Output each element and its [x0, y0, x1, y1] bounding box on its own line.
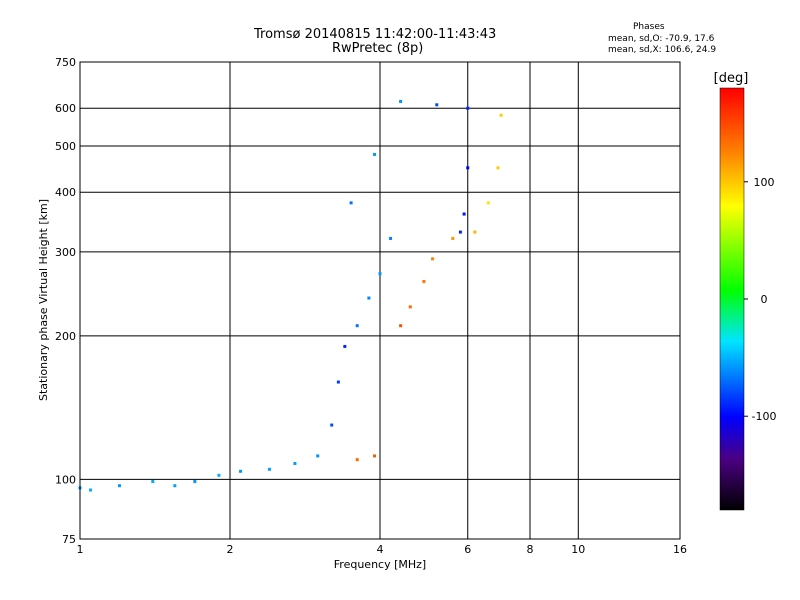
data-point	[193, 479, 197, 483]
data-point	[458, 230, 462, 234]
colorbar-tick-label: -100	[752, 410, 777, 423]
colorbar-tick-label: 0	[761, 293, 768, 306]
x-axis-ticks: 1 2 4 6 8 10 16	[77, 543, 688, 556]
data-point	[349, 201, 353, 205]
chart-title: Tromsø 20140815 11:42:00-11:43:43	[254, 27, 497, 42]
plot-frame	[79, 61, 681, 540]
y-tick-label: 100	[55, 473, 76, 486]
data-point	[343, 344, 347, 348]
data-point	[373, 152, 377, 156]
grid-layer	[80, 62, 680, 539]
colorbar	[719, 87, 745, 511]
data-point	[336, 380, 340, 384]
y-tick-label: 600	[55, 102, 76, 115]
colorbar-label: [deg]	[714, 71, 749, 86]
x-tick-label: 10	[571, 543, 585, 556]
data-point	[330, 423, 334, 427]
y-tick-label: 75	[62, 533, 76, 546]
y-tick-label: 750	[55, 56, 76, 69]
chart-subtitle: RwPretec (8p)	[332, 41, 424, 56]
data-point	[293, 461, 297, 465]
x-tick-label: 6	[464, 543, 471, 556]
data-point	[355, 458, 359, 462]
data-point	[486, 201, 490, 205]
y-tick-label: 400	[55, 186, 76, 199]
x-tick-label: 8	[527, 543, 534, 556]
y-axis-label: Stationary phase Virtual Height [km]	[37, 199, 50, 401]
data-point	[389, 236, 393, 240]
data-point	[499, 113, 503, 117]
data-point	[451, 236, 455, 240]
x-tick-label: 4	[377, 543, 384, 556]
data-point	[399, 324, 403, 328]
data-point	[466, 166, 470, 170]
data-point	[151, 479, 155, 483]
y-tick-label: 200	[55, 330, 76, 343]
data-point	[378, 272, 382, 276]
data-point	[267, 467, 271, 471]
x-tick-label: 16	[673, 543, 687, 556]
data-point	[117, 484, 121, 488]
data-point	[173, 484, 177, 488]
data-point	[217, 473, 221, 477]
colorbar-tick-label: 100	[754, 176, 775, 189]
x-axis-label: Frequency [MHz]	[334, 558, 426, 571]
data-point	[435, 103, 439, 107]
data-point	[399, 99, 403, 103]
data-point	[473, 230, 477, 234]
y-tick-label: 300	[55, 246, 76, 259]
data-point	[367, 296, 371, 300]
data-point	[316, 454, 320, 458]
data-point	[496, 166, 500, 170]
data-point	[373, 454, 377, 458]
data-point	[466, 106, 470, 110]
data-point	[239, 469, 243, 473]
data-point	[89, 488, 93, 492]
data-points-layer	[78, 99, 503, 492]
y-axis-ticks: 75 100 200 300 400 500 600 750	[55, 56, 76, 546]
phases-box-title: Phases	[633, 22, 665, 32]
data-point	[462, 212, 466, 216]
data-point	[408, 305, 412, 309]
y-tick-label: 500	[55, 140, 76, 153]
phases-x-stats: mean, sd,X: 106.6, 24.9	[608, 45, 717, 55]
phases-o-stats: mean, sd,O: -70.9, 17.6	[608, 34, 715, 44]
data-point	[431, 257, 435, 261]
x-tick-label: 1	[77, 543, 84, 556]
colorbar-ticks: 100 0 -100	[744, 176, 776, 423]
x-tick-label: 2	[227, 543, 234, 556]
data-point	[422, 279, 426, 283]
data-point	[355, 324, 359, 328]
